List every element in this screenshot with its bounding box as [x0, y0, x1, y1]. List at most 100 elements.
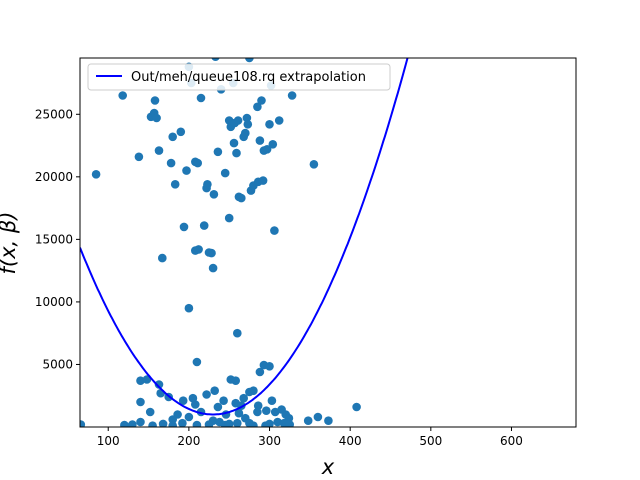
scatter-point	[255, 136, 265, 145]
scatter-point	[220, 420, 230, 427]
scatter-point	[213, 147, 223, 157]
scatter-point	[208, 263, 218, 273]
scatter-point	[239, 393, 248, 403]
plot-marks	[80, 58, 409, 427]
scatter-point	[209, 190, 219, 199]
scatter-point	[168, 132, 177, 142]
scatter-point	[255, 367, 265, 377]
scatter-point	[274, 116, 284, 125]
scatter-point	[184, 412, 194, 422]
scatter-point	[80, 420, 86, 427]
scatter-point	[196, 93, 206, 103]
scatter-point	[268, 140, 278, 149]
scatter-point	[253, 401, 263, 411]
scatter-point	[192, 420, 202, 427]
scatter-point	[148, 421, 157, 427]
scatter-point	[145, 407, 155, 417]
x-tick-label: 400	[339, 434, 362, 448]
scatter-point	[233, 116, 243, 125]
scatter-point	[234, 408, 244, 418]
scatter-point	[136, 417, 145, 427]
axis-ticks: 100 200 300 400 500 600 5000 10000 15000 20000 250…	[35, 107, 523, 448]
legend: Out/meh/queue108.rq extrapolation	[87, 63, 391, 91]
scatter-point	[158, 253, 167, 263]
scatter-point	[154, 380, 164, 389]
scatter-point	[229, 138, 239, 148]
legend-entry: Out/meh/queue108.rq extrapolation	[131, 70, 366, 85]
scatter-point	[184, 303, 194, 313]
scatter-point	[267, 396, 277, 406]
scatter-point	[136, 376, 145, 386]
scatter-point	[257, 96, 266, 105]
plot-frame	[79, 57, 577, 428]
scatter-point	[233, 328, 242, 338]
scatter-point	[258, 176, 268, 185]
scatter-point	[253, 407, 262, 417]
y-tick-label: 25000	[35, 107, 73, 121]
scatter-point	[262, 145, 272, 154]
scatter-point	[224, 213, 234, 223]
y-axis-label: f(x, β)	[0, 212, 20, 275]
scatter-point	[191, 400, 200, 409]
scatter-point	[213, 402, 223, 412]
scatter-point	[262, 406, 271, 416]
x-tick-label: 600	[500, 434, 523, 448]
scatter-point	[158, 419, 168, 427]
scatter-point	[233, 418, 242, 427]
scatter-point	[241, 128, 250, 138]
scatter-point	[303, 416, 313, 426]
scatter-point	[182, 166, 191, 175]
scatter-point	[243, 120, 253, 129]
x-tick-label: 300	[258, 434, 281, 448]
y-tick-label: 10000	[35, 295, 73, 309]
scatter-point	[253, 102, 262, 112]
scatter-point	[313, 412, 323, 422]
scatter-point	[179, 222, 189, 232]
scatter-point	[168, 415, 177, 424]
scatter-point	[176, 127, 186, 137]
scatter-point	[202, 390, 211, 399]
scatter-point	[219, 396, 228, 406]
scatter-point	[192, 357, 202, 367]
scatter-point	[170, 180, 180, 189]
scatter-point	[273, 417, 282, 427]
scatter-point	[178, 418, 187, 427]
scatter-point	[287, 91, 297, 100]
scatter-point	[203, 180, 212, 189]
x-tick-label: 500	[419, 434, 442, 448]
extrapolation-curve	[80, 58, 409, 416]
scatter-point	[204, 420, 214, 427]
scatter-point	[150, 96, 160, 105]
scatter-point	[193, 158, 202, 168]
scatter-point	[245, 387, 254, 397]
scatter-point	[324, 416, 333, 426]
scatter-point	[285, 420, 294, 427]
scatter-point	[242, 113, 252, 123]
scatter-point	[309, 160, 319, 169]
scatter-point	[232, 148, 241, 158]
scatter-point	[211, 58, 220, 61]
scatter-point	[166, 158, 176, 168]
x-tick-label: 200	[177, 434, 200, 448]
scatter-point	[136, 397, 145, 407]
scatter-point	[134, 152, 144, 162]
scatter-point	[245, 58, 254, 63]
scatter-point	[352, 402, 361, 412]
x-axis-label: x	[321, 455, 335, 479]
scatter-point	[270, 226, 279, 235]
scatter-point	[120, 420, 129, 427]
scatter-point	[154, 146, 164, 155]
y-tick-label: 15000	[35, 232, 73, 246]
scatter-point	[178, 396, 188, 406]
scatter-point	[118, 91, 127, 100]
scatter-point	[226, 375, 236, 384]
scatter-point	[265, 419, 274, 427]
scatter-point	[152, 113, 161, 123]
scatter-point	[128, 420, 137, 427]
scatter-point	[204, 248, 214, 257]
scatter-point	[194, 245, 203, 254]
x-tick-label: 100	[97, 434, 120, 448]
scatter-point	[220, 168, 230, 178]
scatter-point	[91, 170, 101, 179]
